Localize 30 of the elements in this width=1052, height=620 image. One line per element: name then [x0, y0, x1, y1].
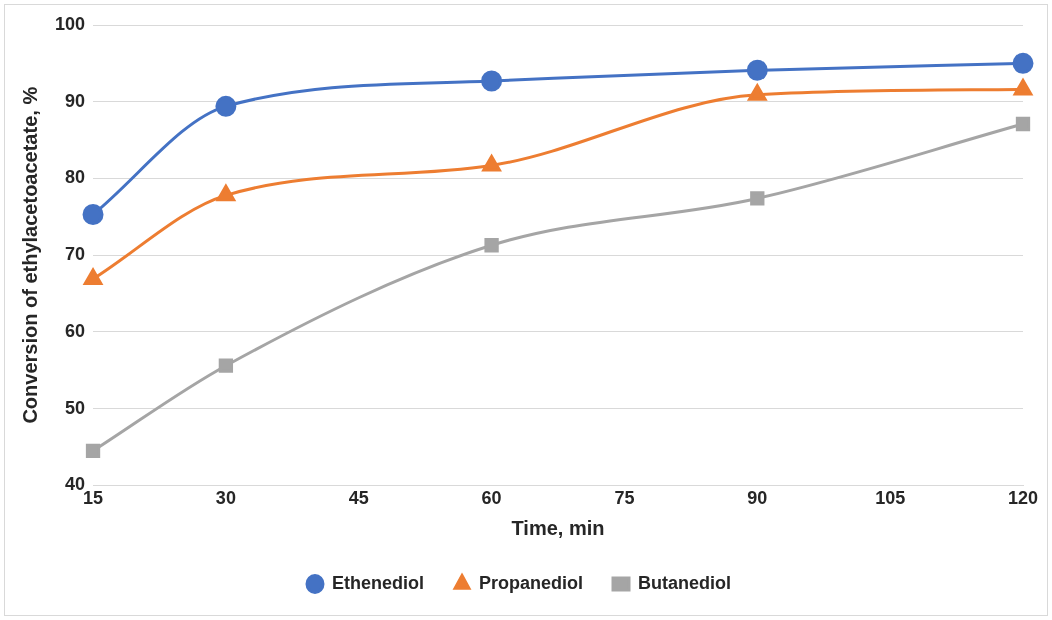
y-tick-label: 100: [54, 13, 86, 34]
x-tick-label: 30: [215, 488, 236, 509]
legend-label: Propanediol: [479, 572, 584, 593]
x-tick-label: 15: [83, 488, 104, 509]
x-axis-title: Time, min: [511, 516, 605, 539]
point: [1012, 52, 1034, 74]
point: [85, 443, 101, 459]
point: [218, 358, 234, 373]
y-tick-label: 60: [65, 320, 86, 341]
x-tick-label: 75: [614, 488, 635, 509]
y-axis-title: Conversion of ethylacetoacetate, %: [18, 86, 41, 424]
y-tick-label: 80: [65, 167, 86, 188]
y-tick-label: 70: [65, 244, 86, 265]
x-tick-label: 120: [1007, 488, 1039, 509]
point: [746, 59, 768, 81]
point: [82, 204, 104, 226]
legend-label: Butanediol: [638, 572, 732, 593]
point: [748, 84, 767, 101]
x-tick-label: 60: [481, 488, 502, 509]
point: [481, 70, 503, 92]
y-tick-label: 50: [65, 397, 86, 418]
x-tick-label: 105: [875, 488, 906, 509]
point: [750, 191, 765, 206]
x-tick-label: 45: [348, 488, 369, 509]
legend-label: Ethenediol: [331, 572, 425, 593]
point: [484, 238, 499, 253]
point: [1015, 116, 1031, 132]
point: [215, 95, 237, 117]
y-tick-label: 90: [65, 90, 86, 111]
x-tick-label: 90: [747, 488, 768, 509]
